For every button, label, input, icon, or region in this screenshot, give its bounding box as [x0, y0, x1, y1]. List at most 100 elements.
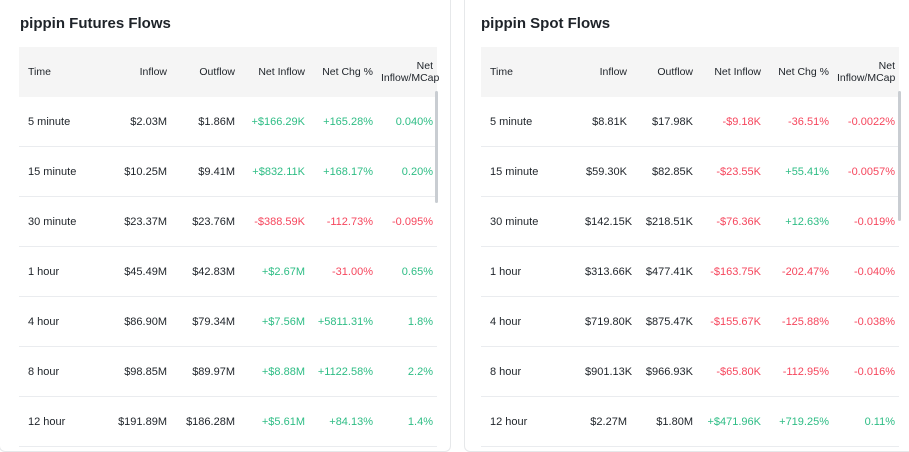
table-cell: $901.13K [581, 346, 632, 397]
table-cell: -0.040% [833, 246, 899, 297]
table-cell: -0.095% [377, 196, 437, 247]
table-row: 4 hour $719.80K $875.47K -$155.67K -125.88% -… [481, 296, 899, 347]
table-cell: -0.0057% [833, 146, 899, 197]
panel-title: pippin Futures Flows [20, 15, 171, 32]
column-header: Net Inflow [239, 47, 309, 97]
table-cell: +$5.61M [239, 396, 309, 447]
table-cell: $719.80K [581, 296, 632, 347]
header-row: Time Inflow Outflow Net Inflow Net Chg % Net … [481, 47, 899, 97]
table-cell: $10.25M [109, 146, 171, 197]
scrollbar [898, 91, 901, 221]
table-cell: $98.85M [109, 346, 171, 397]
table-row: 30 minute $23.37M $23.76M -$388.59K -112.73%… [19, 196, 437, 247]
table-row: 5 minute $8.81K $17.98K -$9.18K -36.51% -0.00… [481, 97, 899, 147]
table-cell: +$471.96K [697, 396, 765, 447]
table-cell: $313.66K [581, 246, 632, 297]
table-cell: 0.11% [833, 396, 899, 447]
table-cell: $42.83M [171, 246, 239, 297]
flows-table: Time Inflow Outflow Net Inflow Net Chg % Net … [481, 47, 899, 447]
table-cell: $9.41M [171, 146, 239, 197]
header-row: Time Inflow Outflow Net Inflow Net Chg % Net … [19, 47, 439, 97]
table-row: 1 hour $45.49M $42.83M +$2.67M -31.00% 0.65% [19, 246, 437, 297]
table-cell: -202.47% [765, 246, 833, 297]
table-cell: $1.80M [631, 396, 697, 447]
column-header: Net Chg % [765, 47, 833, 97]
table-cell: $142.15K [581, 196, 632, 247]
table-cell: $8.81K [581, 97, 631, 147]
table-cell: -36.51% [765, 97, 833, 147]
table-cell: 15 minute [481, 146, 581, 197]
flows-table: Time Inflow Outflow Net Inflow Net Chg % Net … [19, 47, 439, 447]
panel-card: pippin Futures Flows Time Inflow Outflow Net… [0, 0, 451, 452]
table-cell: $23.37M [109, 196, 171, 247]
table-row: 12 hour $2.27M $1.80M +$471.96K +719.25% 0.11… [481, 396, 899, 447]
table-cell: -$163.75K [697, 246, 765, 297]
table-cell: 8 hour [481, 346, 581, 397]
column-header: Net Inflow [697, 47, 765, 97]
table-cell: 12 hour [481, 396, 581, 447]
table-cell: +1122.58% [309, 346, 377, 397]
column-header: Inflow [109, 47, 171, 97]
table-cell: +12.63% [765, 196, 833, 247]
table-cell: 5 minute [19, 97, 109, 147]
table-cell: 4 hour [481, 296, 581, 347]
table-cell: $86.90M [109, 296, 171, 347]
table-cell: 1 hour [481, 246, 581, 297]
table-cell: $82.85K [631, 146, 697, 197]
table-cell: -$65.80K [697, 346, 765, 397]
table-cell: 12 hour [19, 396, 109, 447]
table-cell: -$388.59K [239, 196, 309, 247]
table-row: 8 hour $901.13K $966.93K -$65.80K -112.95% -0… [481, 346, 899, 397]
table-cell: $875.47K [631, 296, 697, 347]
table-row: 5 minute $2.03M $1.86M +$166.29K +165.28% 0.0… [19, 97, 437, 147]
table-cell: 8 hour [19, 346, 109, 397]
table-cell: $79.34M [171, 296, 239, 347]
table-header: Time Inflow Outflow Net Inflow Net Chg % Net … [481, 47, 899, 97]
table-cell: -112.73% [309, 196, 377, 247]
scrollbar [435, 91, 438, 203]
table-row: 12 hour $191.89M $186.28M +$5.61M +84.13% 1.4… [19, 396, 437, 447]
table-cell: 0.040% [377, 97, 437, 147]
table-cell: $186.28M [171, 396, 239, 447]
table-cell: -0.038% [833, 296, 899, 347]
table-cell: +$8.88M [239, 346, 309, 397]
panel-card: pippin Spot Flows Time Inflow Outflow Net In… [464, 0, 909, 452]
table-cell: $2.03M [109, 97, 171, 147]
column-header: Outflow [631, 47, 697, 97]
column-header: Time [481, 47, 581, 97]
table-cell: -0.019% [833, 196, 899, 247]
table-cell: 1.8% [377, 296, 437, 347]
panel-title: pippin Spot Flows [481, 15, 611, 32]
table-cell: +$2.67M [239, 246, 309, 297]
column-header: Time [19, 47, 109, 97]
table-cell: 4 hour [19, 296, 109, 347]
table-cell: +$832.11K [239, 146, 309, 197]
table-cell: -$23.55K [697, 146, 765, 197]
table-cell: -$155.67K [697, 296, 765, 347]
table-cell: -0.0022% [833, 97, 899, 147]
table-cell: +$7.56M [239, 296, 309, 347]
table-row: 4 hour $86.90M $79.34M +$7.56M +5811.31% 1.8% [19, 296, 437, 347]
table-cell: $191.89M [109, 396, 171, 447]
table-cell: 0.20% [377, 146, 437, 197]
table-cell: -$9.18K [697, 97, 765, 147]
table-cell: $59.30K [581, 146, 631, 197]
table-cell: -125.88% [765, 296, 833, 347]
table-cell: 1.4% [377, 396, 437, 447]
column-header: Outflow [171, 47, 239, 97]
table-cell: 0.65% [377, 246, 437, 297]
column-header: Net Inflow/MCap [833, 47, 899, 97]
table-cell: $966.93K [631, 346, 697, 397]
table-cell: +$166.29K [239, 97, 309, 147]
table-row: 15 minute $10.25M $9.41M +$832.11K +168.17% 0… [19, 146, 437, 197]
table-cell: -0.016% [833, 346, 899, 397]
table-cell: +168.17% [309, 146, 377, 197]
table-body: 5 minute $2.03M $1.86M +$166.29K +165.28% 0.0… [19, 97, 437, 447]
table-cell: +165.28% [309, 97, 377, 147]
table-cell: $17.98K [631, 97, 697, 147]
table-row: 8 hour $98.85M $89.97M +$8.88M +1122.58% 2.2% [19, 346, 437, 397]
table-cell: +84.13% [309, 396, 377, 447]
table-cell: 2.2% [377, 346, 437, 397]
table-cell: $45.49M [109, 246, 171, 297]
